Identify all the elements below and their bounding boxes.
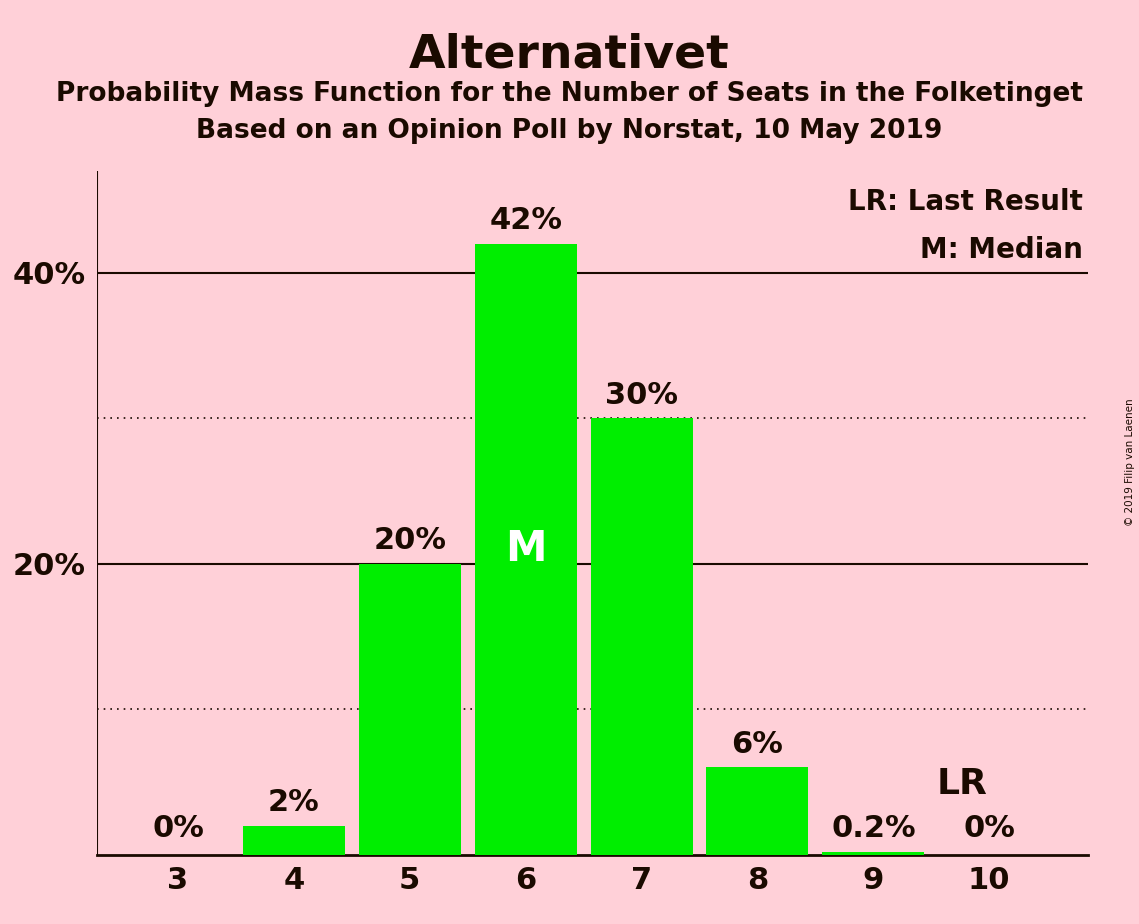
Text: M: Median: M: Median [920, 236, 1083, 264]
Text: Probability Mass Function for the Number of Seats in the Folketinget: Probability Mass Function for the Number… [56, 81, 1083, 107]
Bar [822, 852, 925, 855]
Text: 30%: 30% [605, 381, 678, 409]
Text: 0%: 0% [964, 814, 1015, 843]
Text: © 2019 Filip van Laenen: © 2019 Filip van Laenen [1125, 398, 1134, 526]
Text: 2%: 2% [268, 788, 320, 817]
Text: Alternativet: Alternativet [409, 32, 730, 78]
Bar [243, 826, 345, 855]
Text: LR: Last Result: LR: Last Result [847, 188, 1083, 216]
Bar [359, 564, 461, 855]
Bar [706, 768, 809, 855]
Text: 0%: 0% [151, 814, 204, 843]
Text: Based on an Opinion Poll by Norstat, 10 May 2019: Based on an Opinion Poll by Norstat, 10 … [196, 118, 943, 144]
Text: 6%: 6% [731, 730, 784, 759]
Text: 20%: 20% [374, 526, 446, 555]
Text: LR: LR [937, 767, 988, 801]
Bar [475, 244, 576, 855]
Text: 0.2%: 0.2% [831, 814, 916, 843]
Text: 42%: 42% [489, 206, 563, 235]
Bar [590, 419, 693, 855]
Text: M: M [505, 529, 547, 570]
